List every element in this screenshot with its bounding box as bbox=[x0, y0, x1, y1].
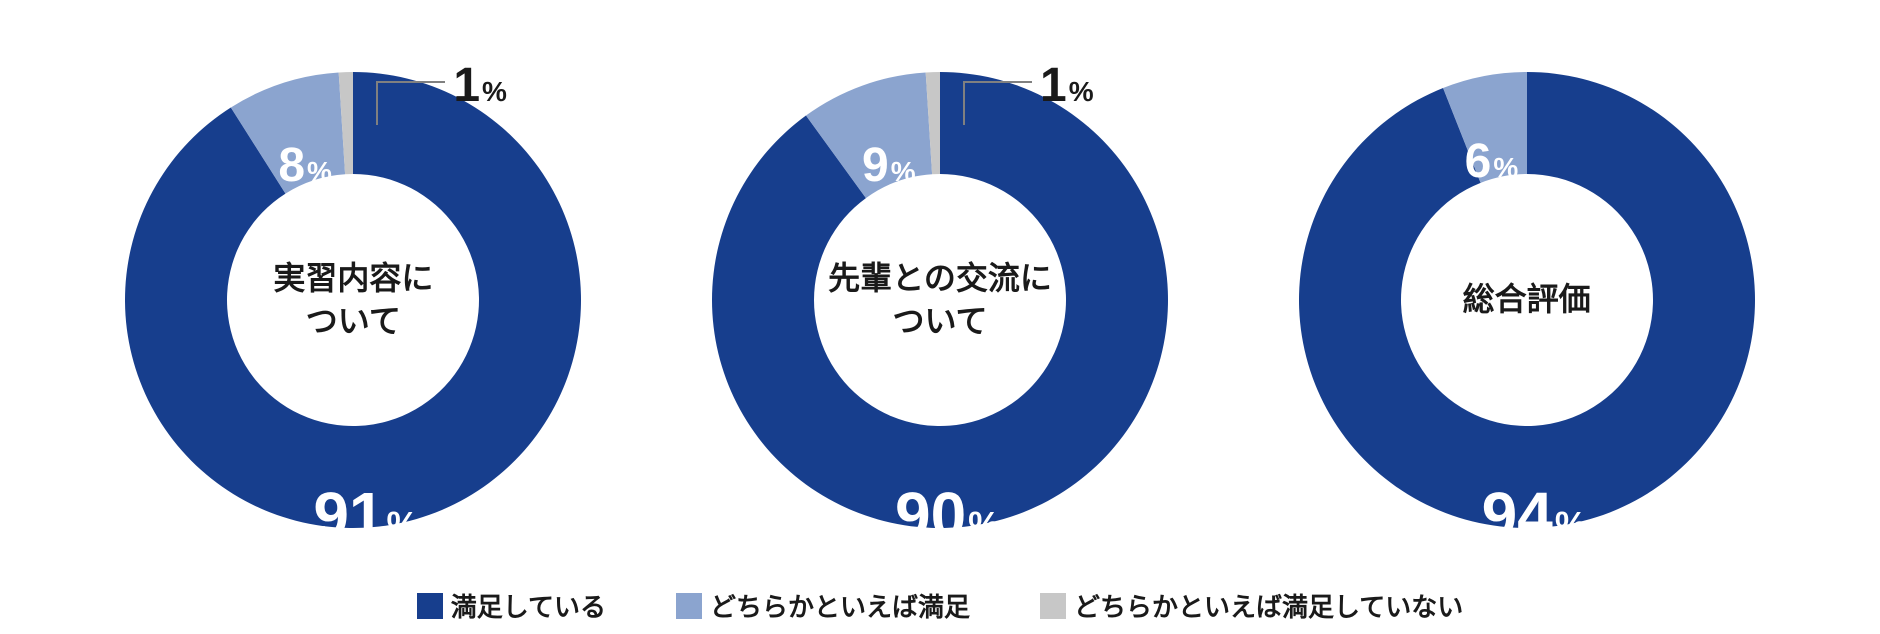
legend: 満足している どちらかといえば満足 どちらかといえば満足していない bbox=[0, 587, 1880, 624]
legend-label: どちらかといえば満足していない bbox=[1074, 587, 1463, 624]
donut-svg-overall bbox=[1297, 70, 1757, 530]
legend-label: 満足している bbox=[451, 587, 606, 624]
donut-chart-overall: 総合評価 94%6% bbox=[1267, 20, 1787, 580]
legend-swatch-icon bbox=[676, 593, 702, 619]
legend-item-somewhat-unsatisfied: どちらかといえば満足していない bbox=[1040, 587, 1463, 624]
legend-swatch-icon bbox=[417, 593, 443, 619]
legend-swatch-icon bbox=[1040, 593, 1066, 619]
donut-svg-interaction bbox=[710, 70, 1170, 530]
donut-chart-training: 実習内容に ついて 91%8%1% bbox=[93, 20, 613, 580]
legend-label: どちらかといえば満足 bbox=[710, 587, 970, 624]
charts-row: 実習内容に ついて 91%8%1% 先輩との交流に ついて 90%9%1% 総合… bbox=[0, 0, 1880, 580]
donut-chart-interaction: 先輩との交流に ついて 90%9%1% bbox=[680, 20, 1200, 580]
legend-item-somewhat-satisfied: どちらかといえば満足 bbox=[676, 587, 970, 624]
donut-svg-training bbox=[123, 70, 583, 530]
legend-item-satisfied: 満足している bbox=[417, 587, 606, 624]
